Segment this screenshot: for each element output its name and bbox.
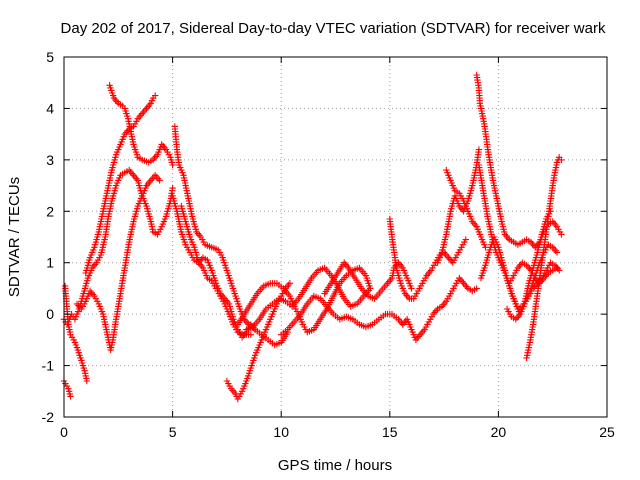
data-point [553, 249, 561, 256]
series-satellite-track-6 [73, 172, 163, 354]
data-point [367, 285, 374, 292]
x-tick-label: 0 [60, 424, 68, 440]
data-points [60, 71, 565, 403]
y-tick-label: 5 [46, 49, 54, 65]
y-tick-label: 4 [46, 100, 54, 116]
data-point [475, 146, 483, 153]
data-point [558, 231, 565, 238]
data-point [556, 267, 563, 274]
data-point [247, 331, 254, 338]
data-point [286, 280, 294, 287]
data-point [169, 161, 176, 169]
data-point [408, 285, 415, 292]
series-satellite-track-13 [278, 292, 406, 338]
series-satellite-track-17 [434, 146, 483, 266]
grid [64, 57, 607, 417]
y-tick-label: 3 [46, 152, 54, 168]
plot-frame [63, 56, 608, 418]
series-satellite-track-2 [61, 282, 90, 385]
x-tick-label: 5 [169, 424, 177, 440]
x-tick-label: 25 [599, 424, 615, 440]
series-satellite-track-16 [399, 274, 480, 344]
series-satellite-track-4 [82, 92, 159, 277]
data-point [473, 285, 480, 292]
series-satellite-track-15 [386, 215, 469, 302]
y-tick-label: -1 [42, 358, 55, 374]
series-satellite-track-8 [169, 192, 259, 341]
chart-title: Day 202 of 2017, Sidereal Day-to-day VTE… [61, 20, 606, 37]
x-tick-label: 20 [491, 424, 507, 440]
y-tick-label: 1 [46, 255, 54, 271]
series-satellite-track-18 [443, 166, 489, 251]
y-axis-label: SDTVAR / TECUs [6, 177, 23, 297]
data-point [462, 236, 469, 243]
x-axis-label: GPS time / hours [278, 457, 392, 474]
data-point [67, 393, 74, 400]
data-point [558, 156, 565, 164]
series-satellite-track-9 [178, 202, 254, 338]
series-satellite-track-22 [523, 154, 565, 362]
x-tick-label: 10 [273, 424, 289, 440]
series-satellite-track-10 [223, 280, 294, 403]
data-point [156, 177, 163, 184]
data-point [169, 184, 176, 192]
y-tick-label: 0 [46, 306, 54, 322]
x-tick-label: 15 [382, 424, 398, 440]
y-tick-label: -2 [42, 409, 55, 425]
series-satellite-track-14 [321, 259, 415, 302]
data-point [83, 377, 90, 385]
y-tick-label: 2 [46, 203, 54, 219]
series-satellite-track-5 [106, 82, 176, 169]
data-point [152, 92, 159, 99]
series-satellite-track-24 [503, 259, 563, 323]
series-satellite-track-1 [60, 377, 74, 400]
axis-ticks: 0 5 10 15 20 25 -2 -1 0 1 2 3 4 5 [42, 49, 615, 440]
